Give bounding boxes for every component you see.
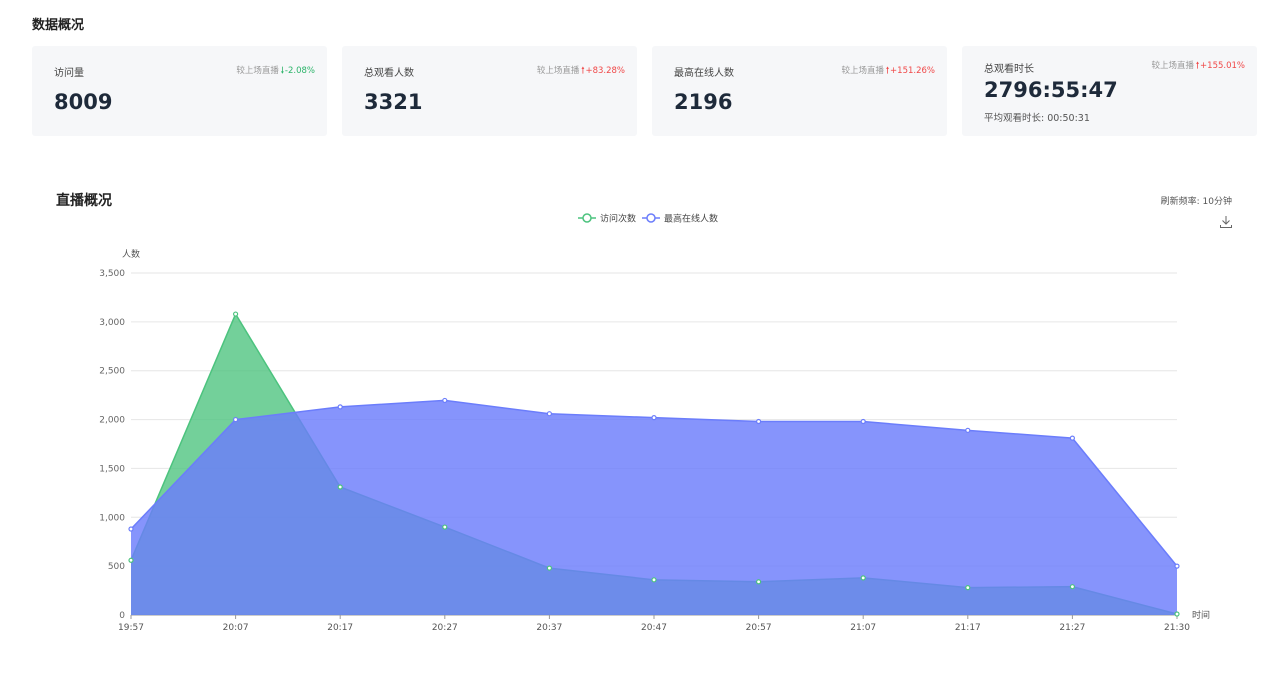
stat-compare: 较上场直播 🠑+151.26% (841, 64, 935, 79)
stat-card-visits: 访问量 较上场直播 🠓-2.08% 8009 (32, 46, 327, 136)
data-point (233, 311, 239, 317)
data-point (651, 415, 657, 421)
y-axis-label: 人数 (122, 248, 140, 260)
stat-label: 总观看人数 (364, 68, 414, 79)
y-tick-label: 2,500 (99, 367, 125, 377)
x-tick-label: 21:30 (1164, 623, 1190, 633)
x-tick-label: 21:17 (955, 623, 981, 633)
y-tick-label: 3,000 (99, 318, 125, 328)
compare-label: 较上场直播 (1151, 61, 1194, 71)
x-tick-label: 20:07 (223, 623, 249, 633)
x-tick-label: 20:37 (536, 623, 562, 633)
data-point (860, 575, 866, 581)
refresh-label: 刷新频率: (1160, 197, 1200, 207)
x-tick-label: 21:07 (850, 623, 876, 633)
data-point (1069, 584, 1076, 590)
x-tick-label: 19:57 (118, 623, 144, 633)
data-point (755, 579, 762, 585)
chart-section-title: 直播概况 (56, 193, 112, 209)
data-point (546, 565, 553, 571)
refresh-value: 10分钟 (1202, 197, 1232, 207)
y-tick-label: 2,000 (99, 416, 125, 426)
x-tick-label: 20:47 (641, 623, 667, 633)
download-icon[interactable] (1218, 214, 1234, 230)
data-point (755, 418, 762, 425)
stat-label: 最高在线人数 (674, 68, 734, 79)
arrow-up-icon: 🠑 (581, 66, 585, 76)
data-point (1174, 563, 1180, 569)
stat-label: 访问量 (54, 68, 84, 79)
compare-label: 较上场直播 (536, 66, 580, 76)
avg-watch-time: 平均观看时长: 00:50:31 (984, 113, 1090, 124)
stat-card-watch-time: 总观看时长 较上场直播 🠑+155.01% 2796:55:47 平均观看时长: … (962, 46, 1257, 136)
arrow-up-icon: 🠑 (1195, 61, 1200, 71)
compare-label: 较上场直播 (841, 66, 884, 76)
y-tick-label: 1,000 (99, 513, 125, 523)
x-tick-label: 20:57 (746, 623, 772, 633)
change-percent: +83.28% (585, 66, 625, 76)
change-percent: -2.08% (284, 66, 315, 76)
stat-card-viewers: 总观看人数 较上场直播 🠑+83.28% 3321 (342, 46, 637, 136)
y-tick-label: 500 (108, 562, 125, 572)
x-tick-label: 20:27 (432, 623, 458, 633)
y-tick-label: 1,500 (99, 464, 125, 474)
stat-value: 8009 (54, 90, 113, 114)
data-point (442, 397, 448, 404)
stat-value: 2796:55:47 (984, 78, 1118, 102)
data-point (128, 557, 134, 563)
stat-compare: 较上场直播 🠑+155.01% (1151, 59, 1245, 74)
data-point (965, 427, 971, 433)
legend-swatch-marker (582, 213, 592, 223)
stat-value: 3321 (364, 90, 423, 114)
legend-label: 访问次数 (600, 213, 636, 225)
data-point (1174, 611, 1180, 617)
data-point (1069, 435, 1076, 441)
data-point (337, 484, 343, 490)
arrow-up-icon: 🠑 (885, 66, 890, 76)
data-point (337, 404, 343, 410)
data-point (965, 585, 971, 591)
refresh-frequency: 刷新频率: 10分钟 (1161, 194, 1232, 207)
change-percent: +155.01% (1200, 61, 1245, 71)
stat-label: 总观看时长 (984, 64, 1034, 75)
series-area-1 (131, 400, 1177, 615)
x-axis-label: 时间 (1192, 609, 1210, 621)
data-point (442, 524, 448, 530)
compare-label: 较上场直播 (236, 66, 279, 76)
stat-compare: 较上场直播 🠓-2.08% (236, 64, 315, 79)
stat-value: 2196 (674, 90, 733, 114)
data-point (128, 526, 134, 532)
legend-swatch-marker (646, 213, 656, 223)
data-point (233, 416, 239, 423)
arrow-down-icon: 🠓 (280, 66, 284, 76)
data-point (651, 577, 657, 583)
change-percent: +151.26% (890, 66, 935, 76)
stat-card-peak-online: 最高在线人数 较上场直播 🠑+151.26% 2196 (652, 46, 947, 136)
x-tick-label: 20:17 (327, 623, 353, 633)
page-title: 数据概况 (32, 18, 85, 33)
legend-label: 最高在线人数 (664, 213, 718, 225)
y-tick-label: 0 (119, 611, 125, 621)
y-tick-label: 3,500 (99, 269, 125, 279)
data-point (860, 418, 866, 425)
x-tick-label: 21:27 (1059, 623, 1085, 633)
data-point (546, 411, 553, 417)
stat-compare: 较上场直播 🠑+83.28% (537, 64, 625, 79)
